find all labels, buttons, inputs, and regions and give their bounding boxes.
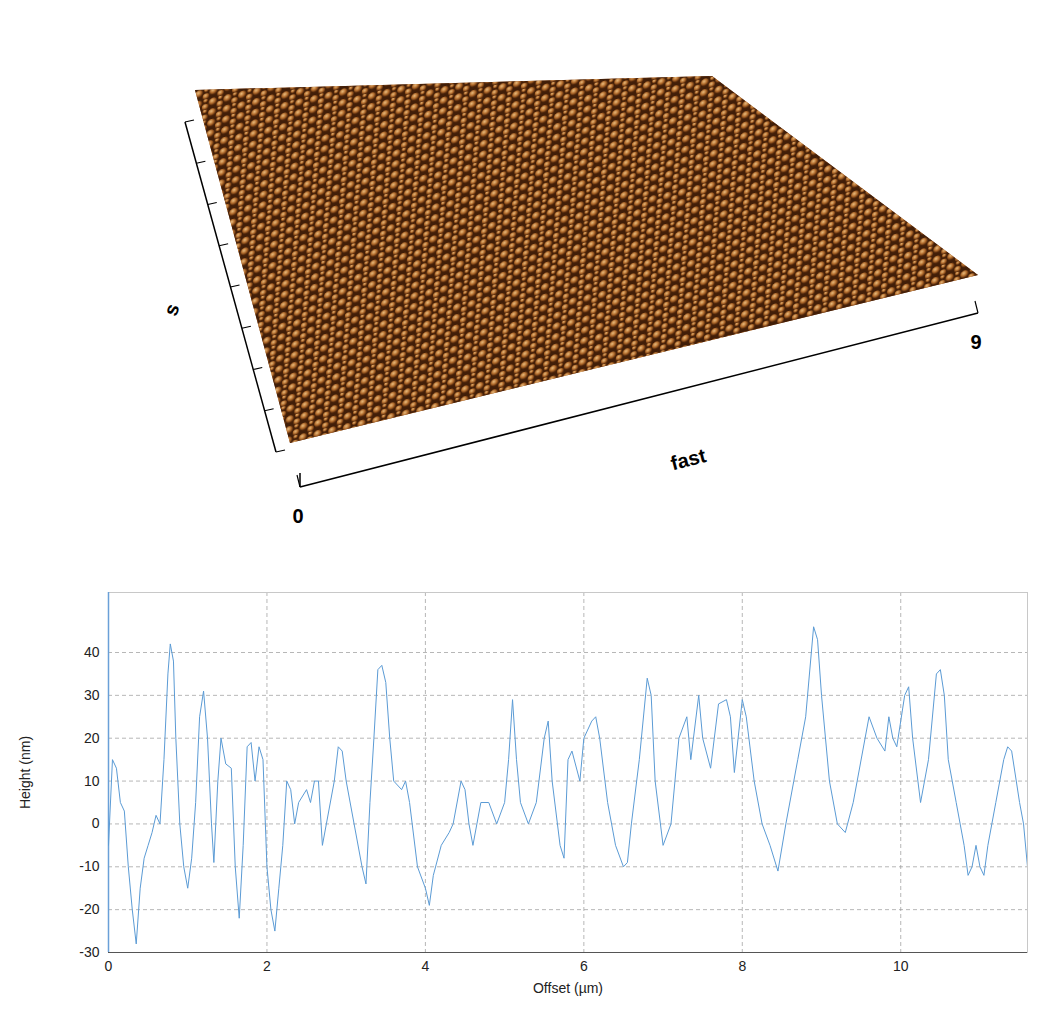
svg-text:9: 9 [970,331,981,353]
svg-text:30: 30 [84,687,100,703]
svg-text:0: 0 [92,815,100,831]
svg-text:0: 0 [292,505,303,527]
svg-text:-20: -20 [79,901,99,917]
svg-text:10: 10 [893,958,909,974]
svg-text:6: 6 [580,958,588,974]
svg-text:10: 10 [84,773,100,789]
svg-text:8: 8 [738,958,746,974]
svg-text:fast: fast [668,444,708,474]
svg-text:-30: -30 [79,944,99,960]
svg-text:4: 4 [421,958,429,974]
svg-text:Height (nm): Height (nm) [17,736,33,809]
svg-text:40: 40 [84,644,100,660]
svg-text:Offset (µm): Offset (µm) [533,980,603,996]
svg-text:0: 0 [105,958,113,974]
svg-text:20: 20 [84,730,100,746]
svg-text:2: 2 [263,958,271,974]
svg-text:-10: -10 [79,858,99,874]
svg-text:s: s [159,301,183,319]
